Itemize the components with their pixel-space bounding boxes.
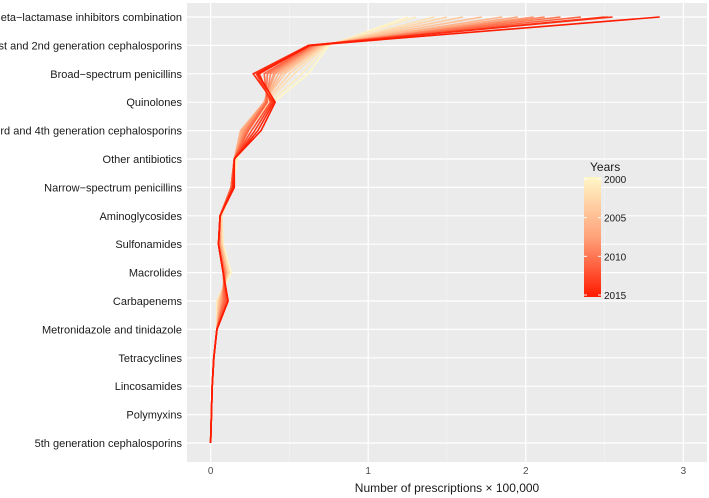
category-label: Other antibiotics	[103, 154, 183, 166]
legend-tick-label: 2000	[604, 175, 627, 186]
category-label: Broad−spectrum penicillins	[50, 69, 182, 81]
legend-colorbar	[584, 177, 601, 297]
category-label: Quinolones	[126, 97, 182, 109]
x-axis-title: Number of prescriptions × 100,000	[355, 481, 540, 495]
legend-title: Years	[590, 160, 620, 174]
category-label: 3rd and 4th generation cephalosporins	[0, 126, 182, 138]
category-label: Tetracyclines	[118, 353, 182, 365]
category-label: Narrow−spectrum penicillins	[44, 182, 182, 194]
category-label: Sulfonamides	[115, 239, 182, 251]
category-label: Lincosamides	[115, 381, 183, 393]
series-line-2015	[209, 16, 660, 444]
grid	[187, 3, 707, 462]
category-label: 1st and 2nd generation cephalosporins	[0, 40, 182, 52]
category-labels: Beta−lactamase inhibitors combination 1st…	[0, 12, 183, 450]
category-label: Polymyxins	[126, 410, 182, 422]
x-tick-labels: 0 1 2 3	[208, 466, 687, 477]
legend-tick-label: 2010	[604, 252, 627, 263]
category-label: Macrolides	[129, 268, 183, 280]
legend-tick-label: 2015	[604, 291, 627, 302]
legend-ticks: 2000 2005 2010 2015	[584, 175, 627, 302]
legend-tick-label: 2005	[604, 214, 627, 225]
category-label: Beta−lactamase inhibitors combination	[0, 12, 182, 24]
x-tick-label: 0	[208, 466, 214, 477]
category-label: Carbapenems	[113, 296, 183, 308]
x-tick-label: 2	[523, 466, 529, 477]
category-label: 5th generation cephalosporins	[35, 438, 183, 450]
category-label: Aminoglycosides	[99, 211, 182, 223]
category-label: Metronidazole and tinidazole	[42, 324, 182, 336]
x-tick-label: 1	[365, 466, 371, 477]
legend: Years 2000 2005 2010 2015	[584, 160, 627, 302]
x-tick-label: 3	[681, 466, 687, 477]
series-lines	[209, 16, 660, 444]
